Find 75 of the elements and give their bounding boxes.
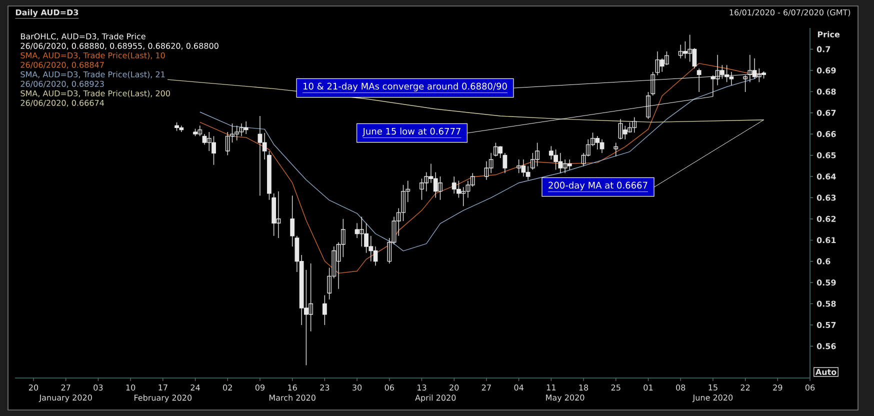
x-tick-label: 09 xyxy=(255,384,265,391)
candlestick xyxy=(650,72,656,96)
y-tick-label: 0.58 xyxy=(816,300,836,307)
candlestick xyxy=(502,152,508,174)
x-tick-label: 24 xyxy=(190,384,200,390)
annotation: BarOHLC, AUD=D3, Trade Price xyxy=(20,33,146,40)
annotation: 10 & 21-day MAs converge around 0.6880/90 xyxy=(304,82,507,92)
x-tick-label: 15 xyxy=(708,384,718,390)
y-tick-label: 0.68 xyxy=(816,88,836,95)
y-tick-label: 0.61 xyxy=(816,237,836,244)
candlestick xyxy=(748,54,752,82)
x-tick-label: 23 xyxy=(320,384,330,391)
y-tick-label: 0.67 xyxy=(816,110,836,116)
x-tick-label: 17 xyxy=(158,384,168,390)
x-tick-label: 29 xyxy=(773,384,782,391)
x-tick-label: 22 xyxy=(740,384,750,390)
y-tick-label: 0.7 xyxy=(816,46,830,52)
y-tick-label: 0.62 xyxy=(816,216,836,222)
annotation: 26/06/2020, 0.68923 xyxy=(20,80,104,88)
x-tick-label: 25 xyxy=(611,384,620,391)
y-tick-label: 0.66 xyxy=(816,131,836,138)
x-tick-label: 27 xyxy=(61,384,70,390)
y-tick-label: 0.65 xyxy=(816,152,836,158)
y-tick-label: 0.69 xyxy=(816,67,836,74)
y-tick-label: 0.6 xyxy=(816,258,830,264)
candlestick xyxy=(290,195,295,247)
x-tick-label: 10 xyxy=(126,384,136,391)
y-tick-label: 0.63 xyxy=(816,194,836,201)
x-tick-label: 16 xyxy=(288,384,297,391)
y-tick-label: 0.57 xyxy=(816,322,836,328)
candlestick xyxy=(743,74,748,92)
text: SMA, AUD=D3, Trade Price(Last), 10 xyxy=(20,52,165,60)
x2-tick-label: February 2020 xyxy=(134,394,192,402)
y-tick-label: 0.59 xyxy=(816,280,836,286)
x2-tick-label: March 2020 xyxy=(269,394,316,401)
annotation: 26/06/2020, 0.66674 xyxy=(20,100,104,107)
y-axis-title: Price xyxy=(818,31,840,38)
x-tick-label: 30 xyxy=(352,384,362,391)
x-tick-label: 20 xyxy=(450,384,459,391)
annotation: 26/06/2020, 0.68847 xyxy=(20,62,104,69)
series-label: SMA, AUD=D3, Trade Price(Last), 200 xyxy=(20,90,170,98)
x-tick-label: 04 xyxy=(514,384,524,391)
candlestick xyxy=(614,142,618,157)
candlestick xyxy=(696,68,702,92)
y-tick-label: 0.64 xyxy=(816,173,836,180)
x-tick-label: 06 xyxy=(384,384,394,391)
candlestick xyxy=(567,159,572,170)
x-tick-label: 01 xyxy=(644,384,653,391)
chart-subtitle: 16/01/2020 - 6/07/2020 (GMT) xyxy=(730,9,850,16)
annotation: 200-day MA at 0.6667 xyxy=(548,182,648,190)
chart-title: Daily AUD=D3 xyxy=(16,9,78,18)
candlestick xyxy=(516,159,522,174)
candlestick xyxy=(272,193,276,236)
x-tick-label: 08 xyxy=(676,384,686,391)
x-tick-label: 03 xyxy=(94,384,103,391)
x2-tick-label: January 2020 xyxy=(38,394,92,402)
annotation: June 15 low at 0.6777 xyxy=(362,128,460,136)
x-tick-label: 27 xyxy=(482,384,491,390)
x-tick-label: 13 xyxy=(418,384,426,391)
text: Auto xyxy=(815,369,836,375)
x2-tick-label: May 2020 xyxy=(546,394,584,402)
x-tick-label: 06 xyxy=(805,384,815,391)
annotation: 26/06/2020, 0.68880, 0.68955, 0.68620, 0.68800 xyxy=(20,42,218,50)
x2-tick-label: June 2020 xyxy=(692,394,733,402)
x-tick-label: 20 xyxy=(29,384,38,391)
x-tick-label: 18 xyxy=(579,384,588,391)
x2-tick-label: April 2020 xyxy=(415,394,456,402)
x-tick-label: 11 xyxy=(546,384,556,390)
y-tick-label: 0.56 xyxy=(816,343,836,350)
x-tick-label: 02 xyxy=(223,384,232,391)
candlestick xyxy=(244,120,248,134)
candlestick xyxy=(267,150,272,200)
candlestick xyxy=(646,92,650,120)
text: SMA, AUD=D3, Trade Price(Last), 21 xyxy=(20,71,165,78)
candlestick xyxy=(322,294,327,326)
